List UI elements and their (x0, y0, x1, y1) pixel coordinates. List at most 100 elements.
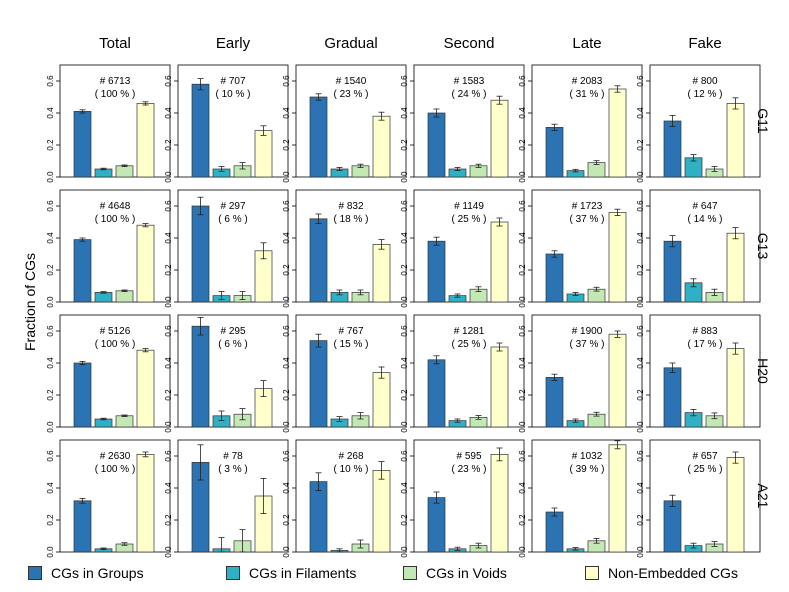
panel-h20-late-ytick-label-3: 0.6 (518, 325, 527, 337)
panel-g11-total-ytick-label-1: 0.2 (46, 139, 55, 151)
panel-h20-total: 0.0 0.2 0.4 0.6 # 5126 ( 100 % ) (46, 314, 171, 433)
panel-g11-total-ytick-label-0: 0.0 (46, 171, 55, 183)
panel-g11-early-ytick-label-3: 0.6 (164, 75, 173, 87)
panel-h20-second-ytick-label-1: 0.2 (400, 389, 409, 401)
figure-panel-grid: Fraction of CGs 0.0 0.2 0.4 0.6 # 6713 ( 100 … (22, 35, 771, 558)
panel-g13-total-count-label: # 4648 (100, 201, 131, 212)
panel-g13-early-ytick-label-3: 0.6 (164, 200, 173, 212)
panel-h20-late-bar-groups (545, 377, 564, 428)
panel-g13-gradual-bar-non-embedded (372, 244, 391, 303)
panel-g11-fake-bar-groups (663, 120, 682, 178)
panel-h20-total-frame (59, 314, 171, 428)
panel-h20-second-ytick-label-0: 0.0 (400, 421, 409, 433)
panel-h20-second-ytick-label-2: 0.4 (400, 357, 409, 369)
panel-a21-total-ytick-label-2: 0.4 (46, 482, 55, 494)
panel-h20-gradual-bar-non-embedded (372, 372, 391, 428)
panel-g11-late-bar-non-embedded (608, 88, 627, 178)
panel-h20-late-count-label: # 1900 (572, 326, 603, 337)
panel-g13-gradual-count-label: # 832 (338, 201, 363, 212)
panel-g11-early: 0.0 0.2 0.4 0.6 # 707 ( 10 % ) (164, 64, 289, 183)
panel-g11-total-ytick-label-2: 0.4 (46, 107, 55, 119)
panel-h20-late-ytick-label-1: 0.2 (518, 389, 527, 401)
y-axis-label: Fraction of CGs (22, 253, 38, 351)
legend-swatch-filaments (226, 566, 240, 580)
panel-g11-second-percent-label: ( 24 % ) (451, 89, 486, 100)
panel-a21-total-ytick-label-1: 0.2 (46, 514, 55, 526)
panel-g13-fake-bar-non-embedded (726, 232, 745, 303)
panel-h20-early-ytick-label-0: 0.0 (164, 421, 173, 433)
panel-g11-fake-bar-non-embedded (726, 103, 745, 178)
panel-a21-early-ytick-label-1: 0.2 (164, 514, 173, 526)
panel-h20-late-bar-non-embedded (608, 333, 627, 428)
row-label-g13: G13 (755, 233, 771, 260)
panel-h20-fake-ytick-label-1: 0.2 (636, 389, 645, 401)
panel-g13-early-count-label: # 297 (220, 201, 245, 212)
panel-a21-early-ytick-label-0: 0.0 (164, 546, 173, 558)
panel-g13-fake-count-label: # 647 (692, 201, 717, 212)
panel-g13-late-frame (531, 189, 643, 303)
panel-g13-early-frame (177, 189, 289, 303)
panel-h20-total-ytick-label-1: 0.2 (46, 389, 55, 401)
panel-a21-gradual-ytick-label-3: 0.6 (282, 450, 291, 462)
panel-a21-second-ytick-label-3: 0.6 (400, 450, 409, 462)
panel-g13-second-bar-non-embedded (490, 221, 509, 303)
panel-a21-gradual-ytick-label-0: 0.0 (282, 546, 291, 558)
panel-a21-gradual-ytick-label-2: 0.4 (282, 482, 291, 494)
panel-a21-total-ytick-label-0: 0.0 (46, 546, 55, 558)
panel-a21-early: 0.0 0.2 0.4 0.6 # 78 ( 3 % ) (164, 439, 289, 558)
panel-g11-total-frame (59, 64, 171, 178)
panel-g13-fake-frame (649, 189, 761, 303)
panel-a21-second-ytick-label-2: 0.4 (400, 482, 409, 494)
panel-g13-late-ytick-label-3: 0.6 (518, 200, 527, 212)
panel-h20-total-ytick-label-2: 0.4 (46, 357, 55, 369)
legend-label-voids: CGs in Voids (426, 565, 507, 581)
panel-g13-total-ytick-label-2: 0.4 (46, 232, 55, 244)
panel-g11-gradual: 0.0 0.2 0.4 0.6 # 1540 ( 23 % ) (282, 64, 407, 183)
legend-swatch-groups (28, 566, 42, 580)
panel-g13-total-frame (59, 189, 171, 303)
panel-g13-gradual-ytick-label-3: 0.6 (282, 200, 291, 212)
panel-a21-fake-count-label: # 657 (692, 451, 717, 462)
panel-h20-total-bar-non-embedded (136, 349, 155, 428)
panel-h20-late-percent-label: ( 37 % ) (569, 339, 604, 350)
panel-a21-fake-percent-label: ( 25 % ) (687, 464, 722, 475)
panel-g11-gradual-ytick-label-2: 0.4 (282, 107, 291, 119)
panel-g13-late-percent-label: ( 37 % ) (569, 214, 604, 225)
panel-g11-total-bar-voids (115, 165, 134, 178)
panel-g11-fake-count-label: # 800 (692, 76, 717, 87)
panel-g11-second-ytick-label-2: 0.4 (400, 107, 409, 119)
panel-a21-fake-ytick-label-1: 0.2 (636, 514, 645, 526)
panel-h20-early-frame (177, 314, 289, 428)
panel-h20-late-ytick-label-0: 0.0 (518, 421, 527, 433)
panel-a21-second-count-label: # 595 (456, 451, 481, 462)
panel-g11-second-count-label: # 1583 (454, 76, 485, 87)
legend-item-non-embedded: Non-Embedded CGs (585, 565, 738, 581)
panel-h20-second-bar-non-embedded (490, 346, 509, 428)
panel-g13-gradual-ytick-label-2: 0.4 (282, 232, 291, 244)
panel-a21-late-ytick-label-1: 0.2 (518, 514, 527, 526)
panel-a21-second-ytick-label-0: 0.0 (400, 546, 409, 558)
panel-g11-fake-ytick-label-0: 0.0 (636, 171, 645, 183)
panel-g11-gradual-frame (295, 64, 407, 178)
panel-a21-total-bar-non-embedded (136, 454, 155, 553)
panel-g13-early-bar-groups (191, 205, 210, 303)
panel-g11-fake-ytick-label-3: 0.6 (636, 75, 645, 87)
panel-g13-second-ytick-label-2: 0.4 (400, 232, 409, 244)
panel-g13-gradual-ytick-label-0: 0.0 (282, 296, 291, 308)
panel-g13-fake-bar-groups (663, 240, 682, 303)
panel-g13-total-ytick-label-3: 0.6 (46, 200, 55, 212)
panel-a21-late-ytick-label-2: 0.4 (518, 482, 527, 494)
panel-g11-second-ytick-label-3: 0.6 (400, 75, 409, 87)
panel-a21-second: 0.0 0.2 0.4 0.6 # 595 ( 23 % ) (400, 439, 525, 558)
panel-h20-early-bar-groups (191, 325, 210, 428)
panel-g13-second-ytick-label-1: 0.2 (400, 264, 409, 276)
panel-g11-fake-percent-label: ( 12 % ) (687, 89, 722, 100)
legend-label-non-embedded: Non-Embedded CGs (608, 565, 738, 581)
panel-g11-second-ytick-label-1: 0.2 (400, 139, 409, 151)
panel-g13-second-percent-label: ( 25 % ) (451, 214, 486, 225)
panel-g11-gradual-bar-groups (309, 96, 328, 178)
legend-label-filaments: CGs in Filaments (249, 565, 357, 581)
legend-label-groups: CGs in Groups (51, 565, 144, 581)
panel-g13-early-percent-label: ( 6 % ) (218, 214, 247, 225)
panel-g13-total-bar-groups (73, 239, 92, 303)
